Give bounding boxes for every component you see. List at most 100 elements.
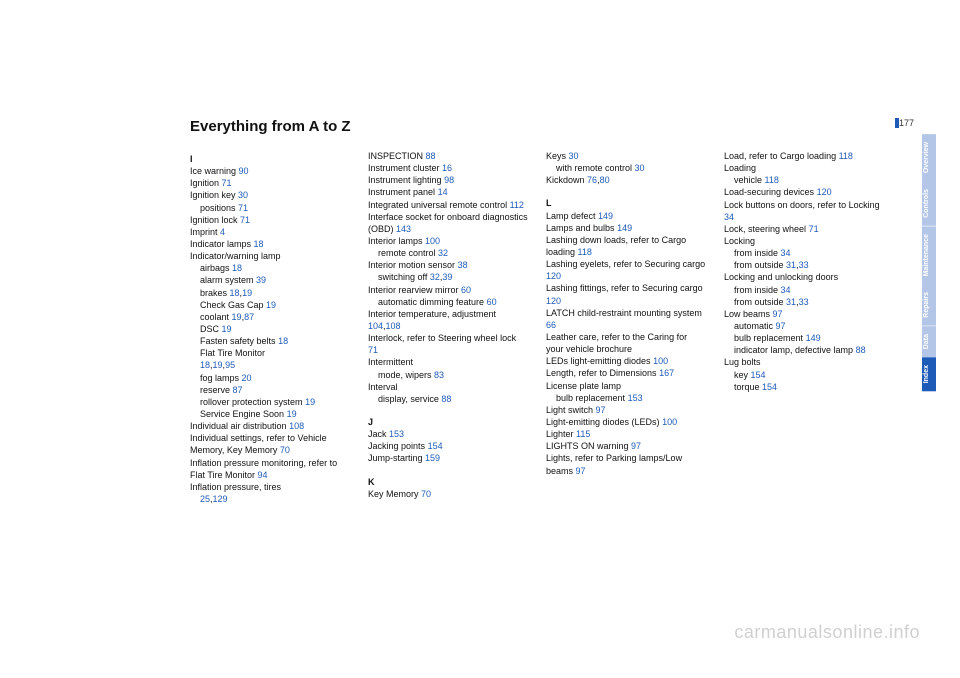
page-ref[interactable]: 154	[428, 441, 443, 451]
page-ref[interactable]: 66	[546, 320, 556, 330]
page-ref[interactable]: 38	[458, 260, 468, 270]
page-ref[interactable]: 25	[200, 494, 210, 504]
page-ref[interactable]: 129	[213, 494, 228, 504]
page-ref[interactable]: 94	[258, 470, 268, 480]
page-ref[interactable]: 30	[569, 151, 579, 161]
page-ref[interactable]: 19	[232, 312, 242, 322]
page-ref[interactable]: 100	[425, 236, 440, 246]
page-ref[interactable]: 118	[765, 175, 779, 185]
page-ref[interactable]: 20	[242, 373, 252, 383]
page-ref[interactable]: 19	[222, 324, 232, 334]
page-ref[interactable]: 120	[546, 296, 561, 306]
page-ref[interactable]: 108	[386, 321, 401, 331]
page-ref[interactable]: 95	[225, 360, 235, 370]
page-ref[interactable]: 18	[278, 336, 288, 346]
page-ref[interactable]: 154	[751, 370, 766, 380]
page-ref[interactable]: 88	[426, 151, 436, 161]
page-ref[interactable]: 19	[242, 288, 252, 298]
page-ref[interactable]: 18	[232, 263, 242, 273]
page-ref[interactable]: 153	[628, 393, 643, 403]
page-ref[interactable]: 98	[444, 175, 454, 185]
page-ref[interactable]: 4	[220, 227, 225, 237]
page-ref[interactable]: 97	[773, 309, 783, 319]
page-ref[interactable]: 30	[238, 190, 248, 200]
page-ref[interactable]: 18	[200, 360, 210, 370]
index-text: Lights, refer to Parking lamps/Low beams	[546, 453, 682, 475]
page-ref[interactable]: 149	[617, 223, 632, 233]
page-ref[interactable]: 19	[305, 397, 315, 407]
index-text: fog lamps	[200, 373, 239, 383]
page-ref[interactable]: 83	[434, 370, 444, 380]
page-ref[interactable]: 154	[762, 382, 777, 392]
page-ref[interactable]: 34	[781, 285, 791, 295]
page-ref[interactable]: 100	[662, 417, 677, 427]
page-ref[interactable]: 71	[222, 178, 232, 188]
page-ref[interactable]: 149	[806, 333, 821, 343]
page-ref[interactable]: 97	[596, 405, 606, 415]
page-ref[interactable]: 88	[856, 345, 866, 355]
index-text: Lamps and bulbs	[546, 223, 615, 233]
side-tab-data[interactable]: Data	[922, 326, 936, 357]
index-text: Lug bolts	[724, 357, 761, 367]
page-ref[interactable]: 87	[233, 385, 243, 395]
page-ref[interactable]: 60	[461, 285, 471, 295]
page-ref[interactable]: 60	[487, 297, 497, 307]
page-ref[interactable]: 108	[289, 421, 304, 431]
page-ref[interactable]: 31	[786, 260, 796, 270]
page-ref[interactable]: 70	[280, 445, 290, 455]
page-ref[interactable]: 19	[287, 409, 297, 419]
page-ref[interactable]: 112	[510, 200, 524, 210]
side-tab-maintenance[interactable]: Maintenance	[922, 226, 936, 284]
page-ref[interactable]: 16	[442, 163, 452, 173]
page-ref[interactable]: 33	[799, 297, 809, 307]
page-ref[interactable]: 18	[254, 239, 264, 249]
page-ref[interactable]: 32	[430, 272, 440, 282]
index-subentry: key 154	[724, 369, 884, 381]
page-ref[interactable]: 39	[256, 275, 266, 285]
page-ref[interactable]: 143	[396, 224, 411, 234]
page-ref[interactable]: 120	[817, 187, 832, 197]
page-ref[interactable]: 100	[653, 356, 668, 366]
page-ref[interactable]: 88	[441, 394, 451, 404]
side-tab-overview[interactable]: Overview	[922, 134, 936, 181]
page-ref[interactable]: 33	[799, 260, 809, 270]
page-ref[interactable]: 97	[576, 466, 586, 476]
page-ref[interactable]: 97	[776, 321, 786, 331]
page-ref[interactable]: 34	[724, 212, 734, 222]
side-tab-repairs[interactable]: Repairs	[922, 284, 936, 326]
page-ref[interactable]: 80	[600, 175, 610, 185]
page-ref[interactable]: 19	[266, 300, 276, 310]
page-ref[interactable]: 167	[659, 368, 674, 378]
index-entry: Lighter 115	[546, 428, 706, 440]
page-ref[interactable]: 149	[598, 211, 613, 221]
index-text: Keys	[546, 151, 566, 161]
page-ref[interactable]: 71	[368, 345, 378, 355]
page-ref[interactable]: 71	[809, 224, 819, 234]
page-ref[interactable]: 120	[546, 271, 561, 281]
page-ref[interactable]: 153	[389, 429, 404, 439]
index-text: Interior lamps	[368, 236, 423, 246]
page-ref[interactable]: 159	[425, 453, 440, 463]
page-ref[interactable]: 87	[244, 312, 254, 322]
page-ref[interactable]: 31	[786, 297, 796, 307]
page-ref[interactable]: 118	[578, 247, 592, 257]
page-ref[interactable]: 70	[421, 489, 431, 499]
page-ref[interactable]: 14	[438, 187, 448, 197]
page-ref[interactable]: 39	[442, 272, 452, 282]
page-ref[interactable]: 19	[213, 360, 223, 370]
side-tab-index[interactable]: Index	[922, 357, 936, 391]
page-ref[interactable]: 71	[240, 215, 250, 225]
index-entry: Interior motion sensor 38	[368, 259, 528, 271]
page-ref[interactable]: 34	[781, 248, 791, 258]
page-ref[interactable]: 115	[576, 429, 590, 439]
page-ref[interactable]: 30	[635, 163, 645, 173]
side-tab-controls[interactable]: Controls	[922, 181, 936, 226]
page-ref[interactable]: 90	[239, 166, 249, 176]
page-ref[interactable]: 18	[230, 288, 240, 298]
page-ref[interactable]: 32	[438, 248, 448, 258]
page-ref[interactable]: 104	[368, 321, 383, 331]
page-ref[interactable]: 76	[587, 175, 597, 185]
page-ref[interactable]: 118	[839, 151, 853, 161]
page-ref[interactable]: 97	[631, 441, 641, 451]
page-ref[interactable]: 71	[238, 203, 248, 213]
